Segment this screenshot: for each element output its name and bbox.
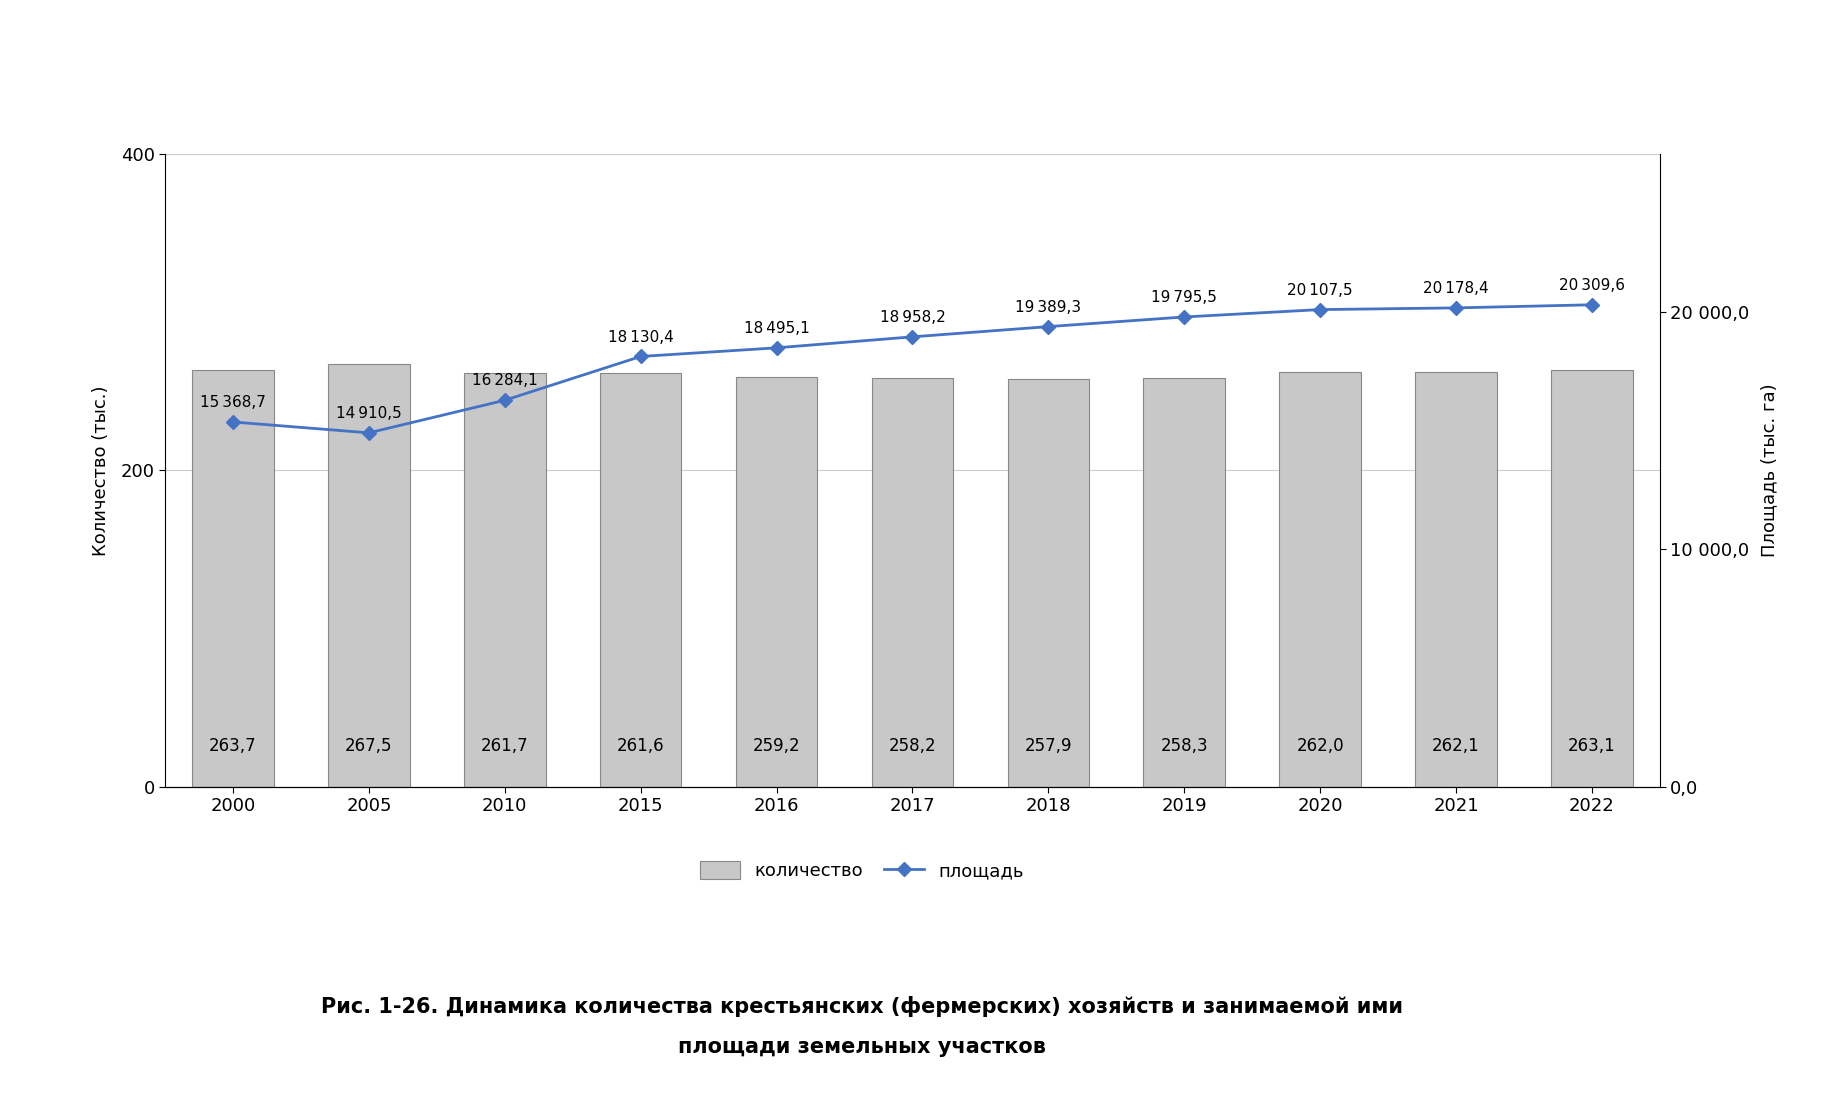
Y-axis label: Количество (тыс.): Количество (тыс.) — [92, 385, 110, 556]
Text: 261,7: 261,7 — [481, 737, 528, 755]
Text: 258,3: 258,3 — [1161, 737, 1209, 755]
Text: 267,5: 267,5 — [345, 737, 392, 755]
Text: Рис. 1-26. Динамика количества крестьянских (фермерских) хозяйств и занимаемой и: Рис. 1-26. Динамика количества крестьянс… — [321, 996, 1403, 1018]
Text: 261,6: 261,6 — [616, 737, 664, 755]
Text: 18 495,1: 18 495,1 — [743, 321, 809, 336]
Bar — [735, 376, 818, 786]
Text: 257,9: 257,9 — [1025, 737, 1073, 755]
Text: 15 368,7: 15 368,7 — [200, 395, 266, 410]
Bar — [193, 370, 273, 786]
Bar — [328, 363, 409, 786]
Text: 20 178,4: 20 178,4 — [1423, 280, 1489, 296]
Bar — [1416, 372, 1497, 786]
Bar — [871, 378, 954, 786]
Text: 20 107,5: 20 107,5 — [1287, 283, 1353, 298]
Text: 14 910,5: 14 910,5 — [336, 406, 402, 421]
Bar — [1552, 371, 1632, 786]
Text: 262,0: 262,0 — [1297, 737, 1344, 755]
Text: 259,2: 259,2 — [752, 737, 800, 755]
Text: 258,2: 258,2 — [889, 737, 935, 755]
Text: 263,1: 263,1 — [1568, 737, 1616, 755]
Text: 18 958,2: 18 958,2 — [880, 310, 945, 324]
Text: 18 130,4: 18 130,4 — [607, 330, 673, 344]
Bar — [1280, 372, 1361, 786]
Bar — [1143, 378, 1225, 786]
Text: 20 309,6: 20 309,6 — [1559, 278, 1625, 293]
Y-axis label: Площадь (тыс. га): Площадь (тыс. га) — [1761, 384, 1779, 557]
Text: 262,1: 262,1 — [1432, 737, 1480, 755]
Text: 19 389,3: 19 389,3 — [1016, 300, 1082, 315]
Text: 263,7: 263,7 — [209, 737, 257, 755]
Text: 16 284,1: 16 284,1 — [471, 373, 537, 388]
Bar — [464, 373, 545, 786]
Bar — [1007, 378, 1089, 786]
Legend: количество, площадь: количество, площадь — [693, 854, 1031, 888]
Text: площади земельных участков: площади земельных участков — [679, 1037, 1045, 1057]
Bar — [600, 373, 682, 786]
Text: 19 795,5: 19 795,5 — [1152, 290, 1218, 305]
